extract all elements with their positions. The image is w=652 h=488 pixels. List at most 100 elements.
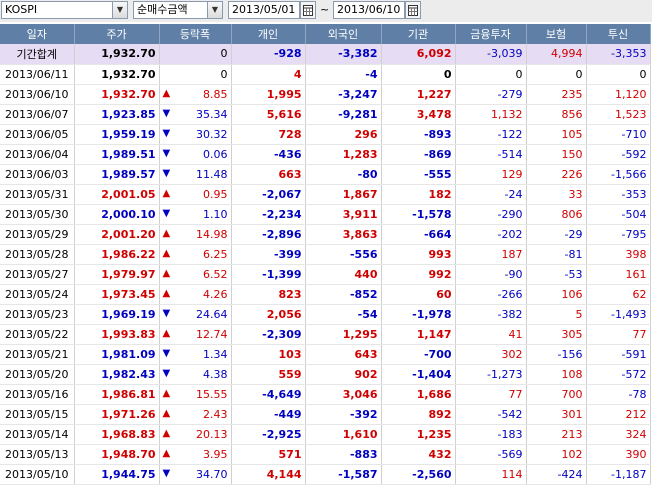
chevron-down-icon: ▼ [116, 5, 124, 14]
cell-individual: -436 [231, 144, 306, 165]
table-row[interactable]: 2013/05/10 1,944.75 ▼ 34.70 4,144 -1,587 -2,56… [0, 464, 651, 485]
col-header-individual[interactable]: 개인 [231, 24, 306, 44]
cell-individual: -2,925 [231, 424, 306, 445]
col-header-foreign[interactable]: 외국인 [305, 24, 382, 44]
cell-fin-invest: 187 [455, 244, 527, 265]
table-row[interactable]: 2013/05/27 1,979.97 ▲ 6.52 -1,399 440 992 -90 -5… [0, 264, 651, 285]
table-row[interactable]: 2013/06/11 1,932.70 0 4 -4 0 0 0 0 [0, 64, 651, 85]
col-header-insurance[interactable]: 보험 [526, 24, 587, 44]
cell-trust: 161 [586, 264, 651, 285]
cell-trust: -592 [586, 144, 651, 165]
cell-insurance: 102 [526, 444, 587, 465]
cell-fin-invest: -382 [455, 304, 527, 325]
table-row[interactable]: 2013/05/16 1,986.81 ▲ 15.55 -4,649 3,046 1,686… [0, 384, 651, 405]
market-select-value: KOSPI [5, 3, 38, 16]
cell-individual: -2,234 [231, 204, 306, 225]
cell-fin-invest: 114 [455, 464, 527, 485]
cell-fin-invest: -514 [455, 144, 527, 165]
table-row[interactable]: 2013/06/04 1,989.51 ▼ 0.06 -436 1,283 -869 -514… [0, 144, 651, 165]
cell-change: ▼ 35.34 [159, 104, 232, 125]
cell-institution: -869 [381, 144, 456, 165]
table-row[interactable]: 2013/06/03 1,989.57 ▼ 11.48 663 -80 -555 129 226… [0, 164, 651, 185]
change-value: 15.55 [196, 387, 228, 401]
table-row[interactable]: 2013/05/29 2,001.20 ▲ 14.98 -2,896 3,863 -664-… [0, 224, 651, 245]
cell-individual: -4,649 [231, 384, 306, 405]
market-dropdown-button[interactable]: ▼ [112, 1, 128, 19]
end-date-calendar-button[interactable] [405, 1, 421, 19]
cell-insurance: 33 [526, 184, 587, 205]
col-header-institution[interactable]: 기관 [381, 24, 456, 44]
col-header-price[interactable]: 주가 [74, 24, 160, 44]
cell-institution: 1,147 [381, 324, 456, 345]
cell-date: 2013/06/03 [0, 164, 75, 185]
table-row[interactable]: 2013/05/30 2,000.10 ▼ 1.10 -2,234 3,911 -1,578… [0, 204, 651, 225]
cell-change: ▼ 0.06 [159, 144, 232, 165]
table-row[interactable]: 2013/06/05 1,959.19 ▼ 30.32 728 296 -893 -122 10… [0, 124, 651, 145]
table-row[interactable]: 2013/05/31 2,001.05 ▲ 0.95 -2,067 1,867 182 -24… [0, 184, 651, 205]
cell-fin-invest: -542 [455, 404, 527, 425]
table-row[interactable]: 2013/05/21 1,981.09 ▼ 1.34 103 643 -700 302 -156… [0, 344, 651, 365]
col-header-fin-invest[interactable]: 금융투자 [455, 24, 527, 44]
metric-dropdown-button[interactable]: ▼ [207, 1, 223, 19]
start-date-input[interactable]: 2013/05/01 [228, 1, 300, 19]
cell-individual: 4,144 [231, 464, 306, 485]
cell-foreign: -392 [305, 404, 382, 425]
cell-change: ▲ 4.26 [159, 284, 232, 305]
change-value: 1.10 [203, 207, 228, 221]
cell-change: ▲ 0.95 [159, 184, 232, 205]
table-row[interactable]: 2013/05/22 1,993.83 ▲ 12.74 -2,309 1,295 1,147… [0, 324, 651, 345]
cell-foreign: 296 [305, 124, 382, 145]
table-row[interactable]: 2013/05/14 1,968.83 ▲ 20.13 -2,925 1,610 1,235… [0, 424, 651, 445]
cell-foreign: -852 [305, 284, 382, 305]
table-row[interactable]: 2013/05/20 1,982.43 ▼ 4.38 559 902 -1,404 -1,27… [0, 364, 651, 385]
cell-price: 1,979.97 [74, 264, 160, 285]
investor-trading-table: 일자 주가 등락폭 개인 외국인 기관 금융투자 보험 투신 기간합계 1,93… [0, 24, 651, 485]
market-select[interactable]: KOSPI [1, 1, 128, 19]
cell-trust: 1,523 [586, 104, 651, 125]
cell-individual: 663 [231, 164, 306, 185]
up-triangle-icon: ▲ [162, 447, 171, 459]
cell-price: 2,000.10 [74, 204, 160, 225]
end-date-input[interactable]: 2013/06/10 [333, 1, 405, 19]
cell-individual: 103 [231, 344, 306, 365]
up-triangle-icon: ▲ [162, 427, 171, 439]
cell-trust: -1,566 [586, 164, 651, 185]
cell-trust: 324 [586, 424, 651, 445]
table-row[interactable]: 2013/05/24 1,973.45 ▲ 4.26 823 -852 60 -266 106 6… [0, 284, 651, 305]
col-header-date[interactable]: 일자 [0, 24, 75, 44]
cell-institution: -2,560 [381, 464, 456, 485]
table-row[interactable]: 2013/05/23 1,969.19 ▼ 24.64 2,056 -54 -1,978 -3… [0, 304, 651, 325]
cell-date: 2013/06/05 [0, 124, 75, 145]
cell-date: 2013/05/14 [0, 424, 75, 445]
table-row[interactable]: 2013/06/07 1,923.85 ▼ 35.34 5,616 -9,281 3,478… [0, 104, 651, 125]
cell-foreign: 1,295 [305, 324, 382, 345]
cell-insurance: 235 [526, 84, 587, 105]
cell-date: 2013/06/04 [0, 144, 75, 165]
total-individual: -928 [231, 44, 306, 65]
total-institution: 6,092 [381, 44, 456, 65]
cell-insurance: 301 [526, 404, 587, 425]
metric-select[interactable]: 순매수금액 [133, 1, 223, 19]
cell-trust: -572 [586, 364, 651, 385]
cell-insurance: 105 [526, 124, 587, 145]
cell-trust: -710 [586, 124, 651, 145]
col-header-change[interactable]: 등락폭 [159, 24, 232, 44]
total-foreign: -3,382 [305, 44, 382, 65]
cell-institution: 60 [381, 284, 456, 305]
cell-institution: -893 [381, 124, 456, 145]
cell-change: ▼ 24.64 [159, 304, 232, 325]
table-row[interactable]: 2013/06/10 1,932.70 ▲ 8.85 1,995 -3,247 1,227-… [0, 84, 651, 105]
up-triangle-icon: ▲ [162, 287, 171, 299]
start-date-calendar-button[interactable] [300, 1, 316, 19]
cell-fin-invest: -202 [455, 224, 527, 245]
cell-price: 1,971.26 [74, 404, 160, 425]
cell-institution: 3,478 [381, 104, 456, 125]
down-triangle-icon: ▼ [162, 167, 171, 179]
cell-fin-invest: -290 [455, 204, 527, 225]
table-row[interactable]: 2013/05/15 1,971.26 ▲ 2.43 -449 -392 892 -542 30… [0, 404, 651, 425]
table-row[interactable]: 2013/05/28 1,986.22 ▲ 6.25 -399 -556 993 187 -81… [0, 244, 651, 265]
cell-date: 2013/05/31 [0, 184, 75, 205]
col-header-trust[interactable]: 투신 [586, 24, 651, 44]
total-row[interactable]: 기간합계 1,932.70 0 -928 -3,382 6,092 -3,039… [0, 44, 651, 65]
table-row[interactable]: 2013/05/13 1,948.70 ▲ 3.95 571 -883 432 -569 102… [0, 444, 651, 465]
